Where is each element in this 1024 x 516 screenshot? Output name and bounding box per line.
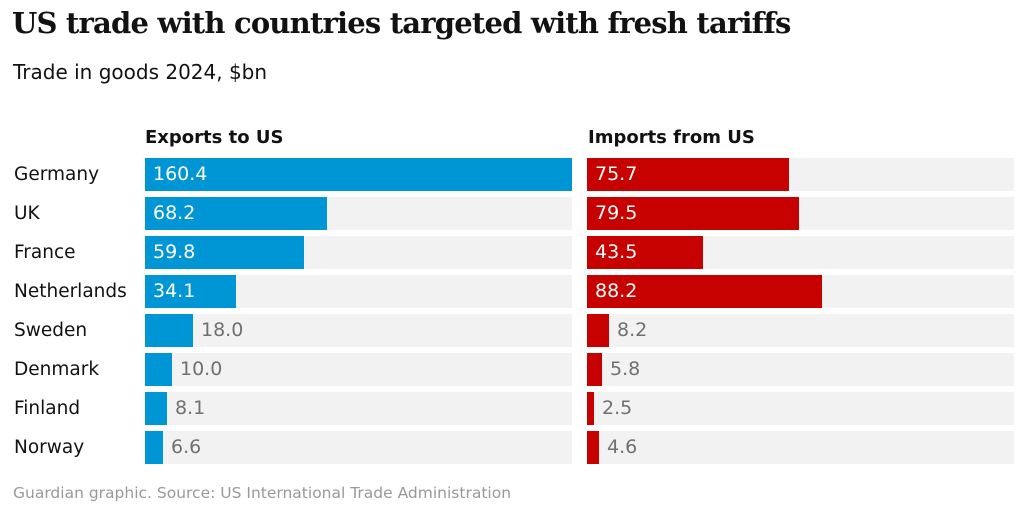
value-label-exports: 68.2	[153, 202, 196, 224]
bar-track-exports	[145, 314, 572, 347]
value-label-imports: 4.6	[607, 436, 638, 458]
bar-imports	[587, 275, 822, 308]
bar-track-imports	[587, 353, 1014, 386]
bar-imports	[587, 431, 599, 464]
panel-header-imports: Imports from US	[588, 127, 755, 148]
country-label: Sweden	[14, 320, 88, 341]
chart-subtitle: Trade in goods 2024, $bn	[13, 60, 268, 84]
bar-exports	[145, 353, 172, 386]
value-label-imports: 79.5	[595, 202, 638, 224]
country-label: Norway	[14, 437, 85, 458]
value-label-imports: 88.2	[595, 280, 638, 302]
bar-exports	[145, 197, 327, 230]
country-label: France	[14, 242, 76, 263]
bar-exports	[145, 236, 304, 269]
bar-track-imports	[587, 314, 1014, 347]
bar-imports	[587, 197, 799, 230]
value-label-exports: 6.6	[171, 436, 202, 458]
country-label: Germany	[14, 164, 100, 185]
bar-exports	[145, 158, 572, 191]
bar-track-exports	[145, 431, 572, 464]
bar-track-imports	[587, 392, 1014, 425]
value-label-imports: 75.7	[595, 163, 638, 185]
bar-imports	[587, 158, 789, 191]
bar-imports	[587, 392, 594, 425]
bar-imports	[587, 353, 602, 386]
country-label: UK	[14, 203, 40, 224]
value-label-imports: 8.2	[617, 319, 648, 341]
value-label-exports: 8.1	[175, 397, 206, 419]
bar-imports	[587, 314, 609, 347]
value-label-exports: 18.0	[201, 319, 244, 341]
panel-header-exports: Exports to US	[145, 127, 284, 148]
bar-imports	[587, 236, 703, 269]
value-label-imports: 5.8	[610, 358, 641, 380]
bar-exports	[145, 275, 236, 308]
bar-track-exports	[145, 353, 572, 386]
bar-exports	[145, 314, 193, 347]
chart-title: US trade with countries targeted with fr…	[12, 6, 791, 40]
country-label: Finland	[14, 398, 81, 419]
bar-exports	[145, 392, 167, 425]
bar-exports	[145, 431, 163, 464]
bar-track-exports	[145, 392, 572, 425]
value-label-imports: 2.5	[602, 397, 633, 419]
value-label-exports: 59.8	[153, 241, 196, 263]
source-note: Guardian graphic. Source: US Internation…	[13, 484, 512, 502]
value-label-exports: 10.0	[180, 358, 223, 380]
value-label-imports: 43.5	[595, 241, 638, 263]
country-label: Denmark	[14, 359, 100, 380]
country-label: Netherlands	[14, 281, 127, 302]
value-label-exports: 34.1	[153, 280, 196, 302]
bar-track-imports	[587, 431, 1014, 464]
value-label-exports: 160.4	[153, 163, 208, 185]
